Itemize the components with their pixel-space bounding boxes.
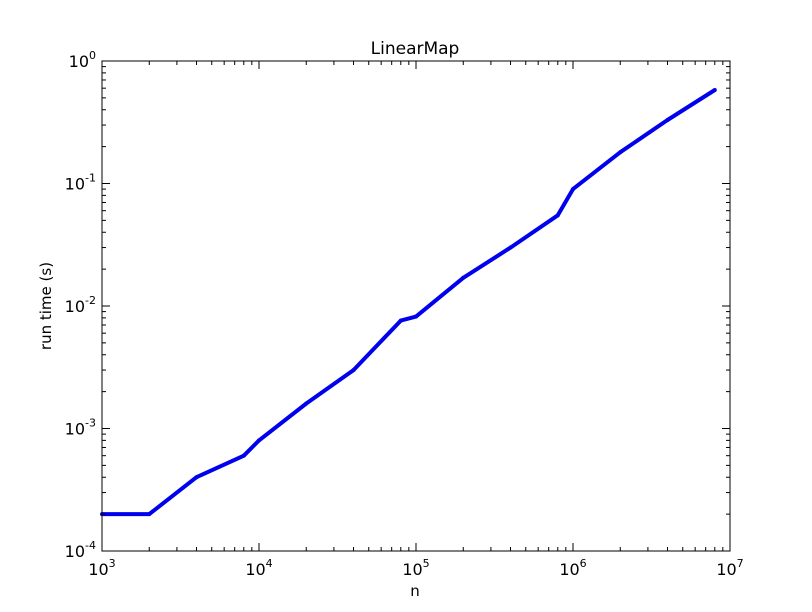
data-point — [571, 187, 575, 192]
x-tick-label: 105 — [402, 557, 429, 579]
data-point — [618, 150, 623, 155]
y-axis-label: run time (s) — [37, 262, 55, 350]
data-point — [147, 512, 152, 517]
data-point — [414, 314, 418, 319]
tick-labels: 103 104 105 106 107 10-4 10-3 10-2 10-1 100 — [65, 49, 744, 579]
y-tick-label: 10-2 — [65, 294, 96, 316]
data-point — [194, 475, 199, 480]
data-point — [241, 453, 246, 458]
chart-title: LinearMap — [371, 39, 460, 59]
data-point — [665, 117, 670, 122]
y-tick-label: 10-3 — [65, 417, 96, 439]
y-tick-label: 100 — [69, 49, 96, 71]
data-point — [351, 368, 356, 373]
data-point — [304, 401, 309, 406]
plot-frame — [101, 60, 731, 552]
data-point — [712, 87, 717, 92]
x-tick-label: 103 — [88, 557, 115, 579]
x-tick-label: 106 — [559, 557, 586, 579]
x-tick-label: 104 — [245, 557, 272, 579]
data-point — [461, 275, 466, 280]
data-point — [257, 438, 261, 443]
x-axis-label: n — [410, 582, 420, 600]
y-tick-label: 10-4 — [65, 539, 96, 561]
data-point — [398, 318, 403, 323]
y-tick-label: 10-1 — [65, 172, 96, 194]
series-line — [102, 88, 716, 517]
data-point — [508, 245, 513, 250]
series-layer — [100, 87, 717, 517]
x-tick-label: 107 — [716, 557, 743, 579]
data-point — [555, 213, 560, 218]
